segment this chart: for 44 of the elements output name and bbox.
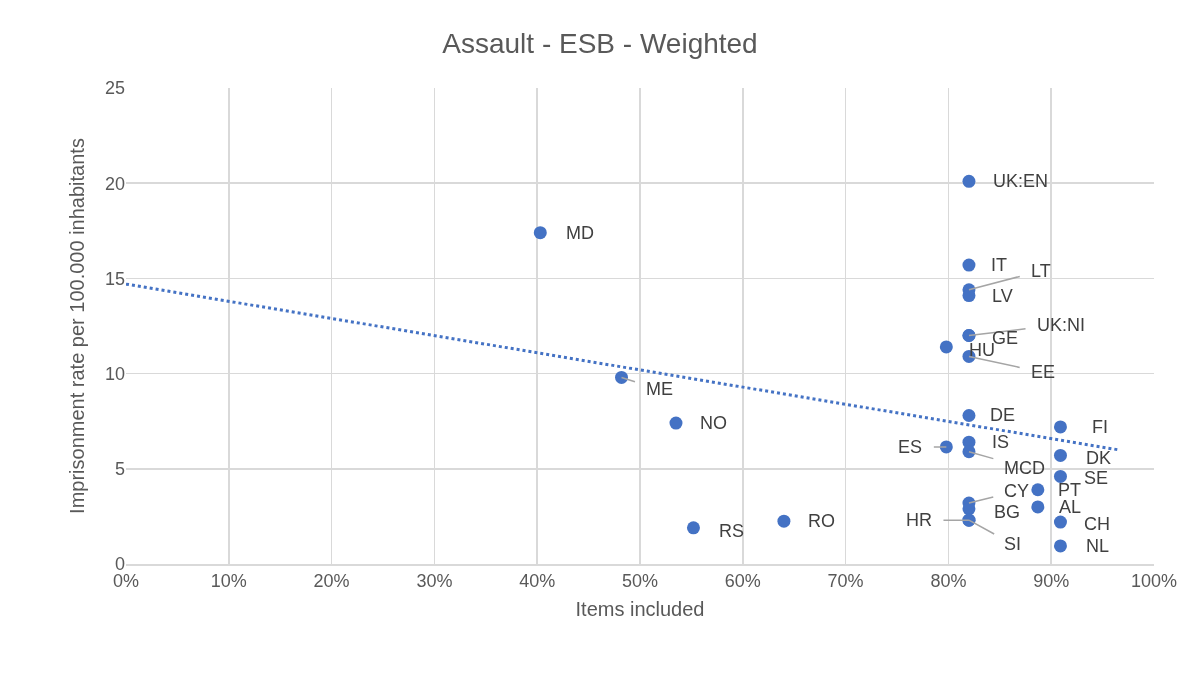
annotation: LT	[1031, 261, 1051, 281]
annotation: PT	[1058, 480, 1082, 500]
annotation: AL	[1059, 497, 1082, 517]
annotation: NO	[700, 413, 727, 433]
annotation: SE	[1084, 468, 1109, 488]
annotation: LV	[992, 286, 1013, 306]
annotation: HR	[906, 510, 932, 530]
annotation: FI	[1092, 417, 1108, 437]
annotation: NL	[1086, 536, 1110, 556]
annotation: IS	[992, 432, 1010, 452]
x-tick-label: 10%	[210, 571, 247, 592]
x-tick-label: 50%	[621, 571, 659, 592]
y-axis-title: Imprisonment rate per 100.000 inhabitants	[66, 138, 89, 514]
annotation: MD	[566, 223, 594, 243]
y-tick-label: 15	[104, 268, 125, 289]
x-axis-title: Items included	[575, 598, 705, 621]
annotation: RO	[808, 511, 835, 531]
annotation: CH	[1084, 514, 1110, 534]
y-tick-label: 5	[114, 459, 125, 480]
annotation: DE	[990, 405, 1016, 425]
chart-title: Assault - ESB - Weighted	[442, 28, 758, 60]
x-tick-label: 90%	[1033, 571, 1070, 592]
annotation: SI	[1004, 534, 1022, 554]
x-tick-label: 20%	[313, 571, 350, 592]
annotation: RS	[719, 521, 745, 541]
x-tick-label: 70%	[827, 571, 864, 592]
annotation: UK:EN	[993, 171, 1049, 191]
y-tick-label: 10	[104, 363, 125, 384]
annotation: CY	[1004, 481, 1030, 501]
y-tick-label: 25	[104, 78, 125, 99]
x-tick-label: 40%	[519, 571, 556, 592]
x-tick-label: 100%	[1130, 571, 1178, 592]
annotation: IT	[991, 255, 1007, 275]
x-tick-label: 30%	[416, 571, 453, 592]
x-tick-label: 60%	[724, 571, 761, 592]
annotation: UK:NI	[1037, 315, 1086, 335]
annotation: ME	[646, 379, 673, 399]
annotation: BG	[994, 502, 1021, 522]
annotation: MCD	[1004, 458, 1045, 478]
x-tick-label: 80%	[930, 571, 967, 592]
annotation: ES	[898, 437, 923, 457]
annotation: DK	[1086, 448, 1112, 468]
y-tick-label: 20	[104, 173, 125, 194]
annotation: EE	[1031, 362, 1056, 382]
